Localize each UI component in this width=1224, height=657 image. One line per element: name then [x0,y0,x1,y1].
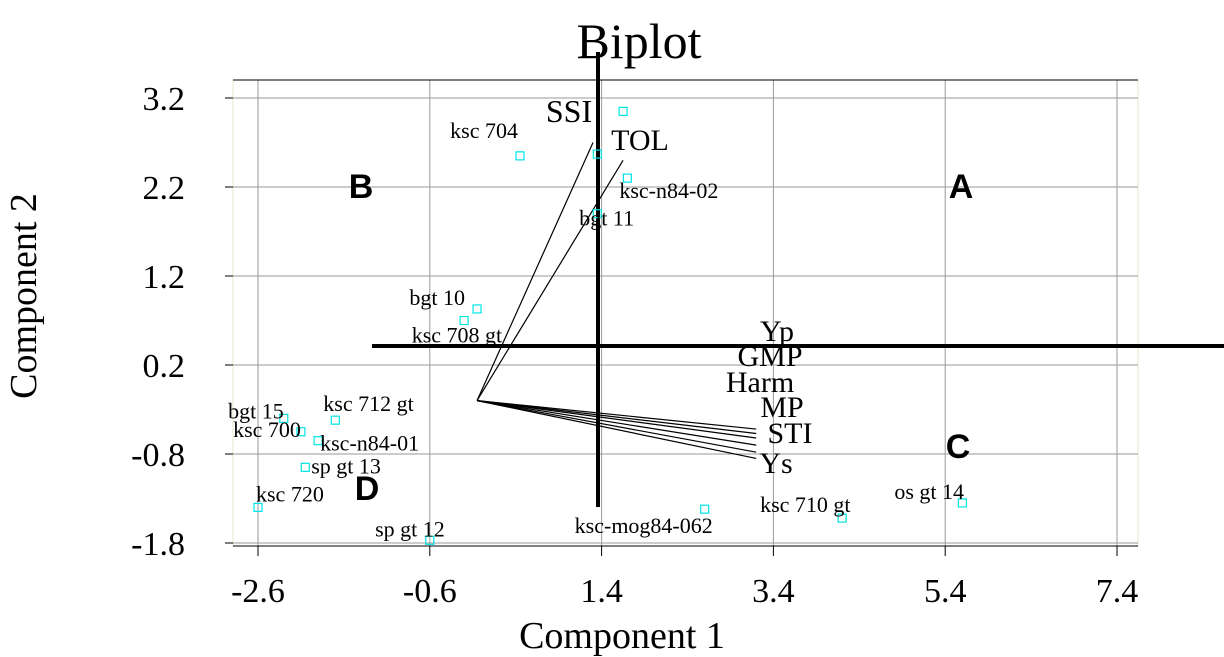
quadrant-label: B [349,168,374,206]
vector-line [476,400,757,439]
plot-background [232,79,1139,547]
data-point [622,173,632,183]
data-point-label: ksc 700 [233,417,301,442]
data-point [472,304,482,314]
data-point-label: sp gt 12 [375,516,445,541]
axes [372,52,1224,507]
y-tick-label: -0.8 [131,437,185,474]
y-tick-label: 3.2 [143,81,186,118]
data-point [300,462,310,472]
data-point [957,498,967,508]
y-tick-label: -1.8 [131,526,185,563]
y-tick-label: 2.2 [143,170,186,207]
vector-line [476,400,757,453]
data-point [459,315,469,326]
data-point-label: ksc 710 gt [760,492,850,517]
data-point [592,209,602,219]
data-point-label: os gt 14 [894,479,964,504]
vector-label: MP [760,391,803,424]
quadrant-label: D [355,470,380,508]
x-tick-label: -0.6 [403,573,457,610]
data-point [296,427,306,437]
x-tick-label: -2.6 [231,573,285,610]
data-point-label: ksc 720 [256,481,324,506]
chart-title: Biplot [576,13,701,69]
data-point-label: bgt 15 [228,398,284,423]
quadrant-label: C [946,428,971,466]
data-point [618,106,628,116]
data-point [425,535,435,545]
vector-label: GMP [737,340,802,373]
vector-line [476,400,757,446]
data-point-label: ksc-n84-02 [619,178,718,203]
vector-label: TOL [611,124,669,157]
data-point [700,504,710,514]
y-tick-label: 1.2 [143,259,186,296]
vector-line [476,159,624,401]
data-point [279,413,289,423]
vector-label: Ys [759,447,792,480]
x-tick-label: 1.4 [580,573,623,610]
quadrant-label: A [949,168,974,206]
grid [225,79,1138,556]
data-point-label: bgt 10 [409,285,465,310]
data-point-label: ksc-mog84-062 [575,513,713,538]
vector-label: Harm [726,366,794,399]
vector-line [476,142,594,401]
data-point [330,415,340,425]
data-point-label: ksc-n84-01 [320,431,419,456]
data-point [253,502,263,512]
y-tick-label: 0.2 [143,348,186,385]
data-point-label: ksc 704 [450,118,518,143]
data-point [837,513,847,523]
vector-line [476,400,757,435]
quadrant-labels: A B C D [349,168,974,508]
data-point [592,149,602,159]
vector-label: STI [768,417,813,450]
data-point-label: ksc 708 gt [412,323,502,348]
x-tick-label: 3.4 [752,573,795,610]
data-point-label: sp gt 13 [311,453,381,478]
data-point [313,436,323,446]
x-tick-label: 5.4 [924,573,967,610]
x-tick-labels: -2.6 -0.6 1.4 3.4 5.4 7.4 [231,573,1138,610]
data-points: ksc 704 ksc-n84-02 bgt 11 bgt 10 ksc 708 gt b… [228,106,967,545]
vector-label: SSI [546,93,592,129]
y-axis-label: Component 2 [3,193,45,399]
data-point-label: ksc 712 gt [323,391,413,416]
x-tick-label: 7.4 [1096,573,1139,610]
y-tick-labels: 3.2 2.2 1.2 0.2 -0.8 -1.8 [131,81,185,563]
x-axis-label: Component 1 [519,615,725,657]
data-point [515,151,525,161]
vector-line [476,400,757,430]
vector-line [476,400,757,460]
vector-label: Yp [760,315,794,348]
data-point-label: bgt 11 [579,206,634,231]
